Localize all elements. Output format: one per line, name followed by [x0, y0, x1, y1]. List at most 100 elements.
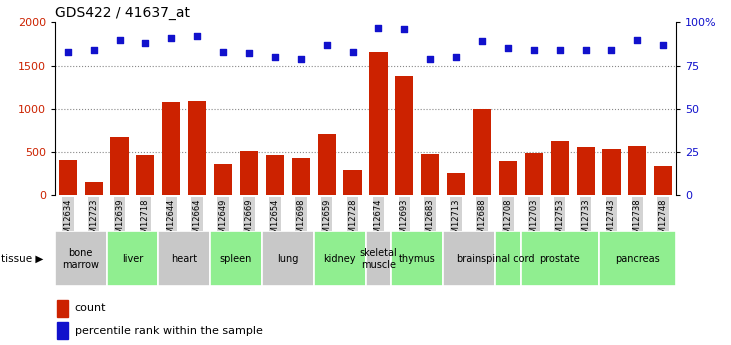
Bar [499, 161, 517, 195]
Point [269, 54, 281, 60]
FancyBboxPatch shape [107, 231, 159, 286]
FancyBboxPatch shape [443, 231, 495, 286]
Point [502, 46, 514, 51]
Point [88, 47, 99, 53]
Text: kidney: kidney [323, 254, 356, 264]
Point [528, 47, 539, 53]
Point [62, 49, 74, 55]
Point [657, 42, 669, 48]
Bar [369, 52, 387, 195]
Bar [85, 183, 103, 195]
Bar [188, 101, 206, 195]
Text: GSM12634: GSM12634 [64, 198, 72, 244]
Point [580, 47, 591, 53]
Text: GSM12693: GSM12693 [400, 198, 409, 244]
Text: lung: lung [277, 254, 298, 264]
Text: GSM12669: GSM12669 [244, 198, 254, 244]
Text: spinal cord: spinal cord [481, 254, 534, 264]
Bar [628, 146, 646, 195]
Text: percentile rank within the sample: percentile rank within the sample [75, 326, 262, 336]
Text: GSM12639: GSM12639 [115, 198, 124, 244]
Text: GSM12698: GSM12698 [296, 198, 306, 244]
Text: GSM12718: GSM12718 [141, 198, 150, 244]
Bar [473, 109, 491, 195]
Bar [57, 322, 68, 339]
Point [554, 47, 566, 53]
Point [605, 47, 617, 53]
Text: spleen: spleen [220, 254, 252, 264]
Text: heart: heart [171, 254, 197, 264]
Text: GSM12708: GSM12708 [504, 198, 512, 244]
Point [295, 56, 306, 61]
Bar [292, 158, 310, 195]
Bar [137, 155, 154, 195]
Text: GSM12654: GSM12654 [270, 198, 279, 244]
FancyBboxPatch shape [599, 231, 676, 286]
Point [192, 33, 203, 39]
Text: tissue ▶: tissue ▶ [1, 254, 44, 264]
Bar [266, 155, 284, 195]
Text: pancreas: pancreas [615, 254, 659, 264]
Bar [447, 172, 465, 195]
Text: count: count [75, 303, 106, 313]
Point [140, 40, 151, 46]
Bar [525, 152, 543, 195]
Point [114, 37, 126, 42]
Point [321, 42, 333, 48]
Text: GSM12664: GSM12664 [193, 198, 202, 244]
Bar [110, 137, 129, 195]
Bar [162, 102, 181, 195]
FancyBboxPatch shape [521, 231, 599, 286]
Text: GSM12703: GSM12703 [529, 198, 538, 244]
Bar [395, 76, 414, 195]
FancyBboxPatch shape [55, 231, 107, 286]
Bar [214, 164, 232, 195]
FancyBboxPatch shape [366, 231, 391, 286]
FancyBboxPatch shape [495, 231, 521, 286]
Bar [577, 148, 594, 195]
Bar [344, 170, 362, 195]
Point [243, 51, 255, 56]
Bar [240, 151, 258, 195]
Bar [421, 155, 439, 195]
Text: skeletal
muscle: skeletal muscle [360, 248, 398, 269]
Text: GSM12659: GSM12659 [322, 198, 331, 244]
Text: GSM12748: GSM12748 [659, 198, 667, 244]
Bar [57, 300, 68, 317]
Text: GSM12713: GSM12713 [452, 198, 461, 244]
Point [425, 56, 436, 61]
Point [398, 27, 410, 32]
Text: GSM12674: GSM12674 [374, 198, 383, 244]
Text: GSM12733: GSM12733 [581, 198, 590, 244]
Bar [654, 166, 673, 195]
Text: GSM12644: GSM12644 [167, 198, 176, 244]
Text: GSM12753: GSM12753 [555, 198, 564, 244]
Text: prostate: prostate [539, 254, 580, 264]
Text: GSM12649: GSM12649 [219, 198, 227, 244]
FancyBboxPatch shape [314, 231, 366, 286]
Text: GSM12738: GSM12738 [633, 198, 642, 244]
Bar [602, 149, 621, 195]
Text: GSM12743: GSM12743 [607, 198, 616, 244]
Text: GSM12728: GSM12728 [348, 198, 357, 244]
Text: liver: liver [122, 254, 143, 264]
Bar [317, 134, 336, 195]
Text: GSM12683: GSM12683 [425, 198, 435, 244]
Text: GDS422 / 41637_at: GDS422 / 41637_at [55, 6, 190, 20]
FancyBboxPatch shape [262, 231, 314, 286]
Bar [550, 141, 569, 195]
FancyBboxPatch shape [159, 231, 211, 286]
Point [632, 37, 643, 42]
FancyBboxPatch shape [391, 231, 443, 286]
Text: GSM12688: GSM12688 [477, 198, 487, 244]
Point [217, 49, 229, 55]
Text: brain: brain [456, 254, 482, 264]
Text: GSM12723: GSM12723 [89, 198, 98, 244]
FancyBboxPatch shape [211, 231, 262, 286]
Point [476, 39, 488, 44]
Point [450, 54, 462, 60]
Point [165, 35, 177, 41]
Text: thymus: thymus [399, 254, 436, 264]
Text: bone
marrow: bone marrow [62, 248, 99, 269]
Point [373, 25, 385, 30]
